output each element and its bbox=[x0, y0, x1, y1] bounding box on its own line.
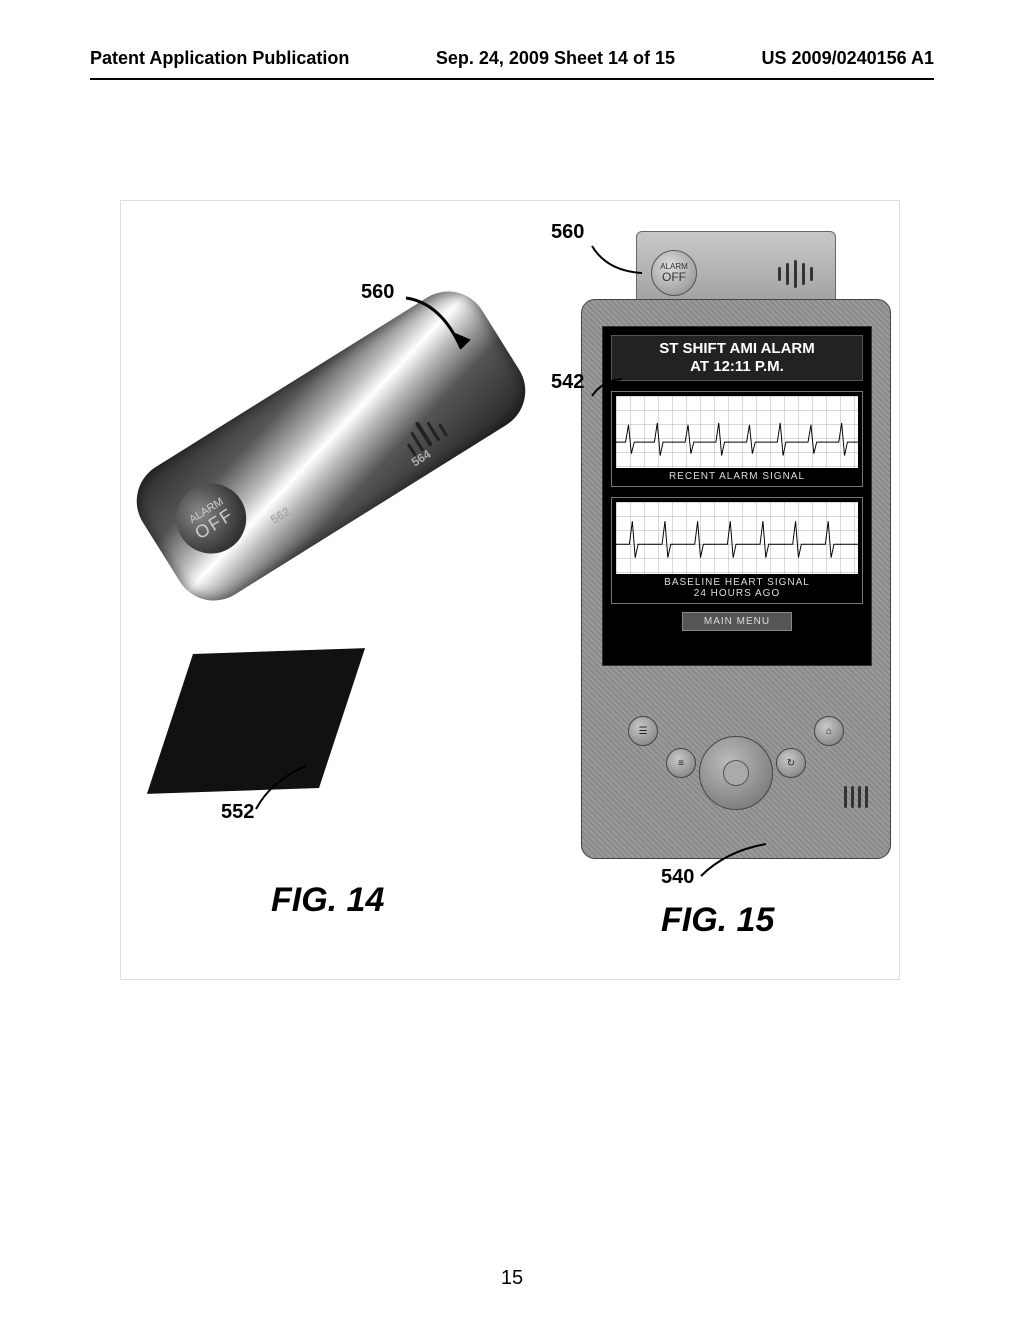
ref-560-fig14: 560 bbox=[361, 281, 394, 304]
ecg-baseline-label-l1: BASELINE HEART SIGNAL bbox=[616, 577, 858, 588]
page-header: Patent Application Publication Sep. 24, … bbox=[0, 48, 1024, 69]
alarm-off-button[interactable]: ALARM OFF bbox=[163, 470, 259, 566]
main-menu-button[interactable]: MAIN MENU bbox=[682, 612, 792, 631]
dpad-button[interactable] bbox=[699, 736, 773, 810]
alarm-title-line1: ST SHIFT AMI ALARM bbox=[614, 340, 860, 358]
ref-562: 562 bbox=[268, 504, 292, 526]
soft-button-4[interactable]: ⌂ bbox=[814, 716, 844, 746]
pda-body: ST SHIFT AMI ALARM AT 12:11 P.M. RECENT … bbox=[581, 299, 891, 859]
soft-button-3[interactable]: ↻ bbox=[776, 748, 806, 778]
fig15-caption: FIG. 15 bbox=[661, 901, 774, 940]
header-rule bbox=[90, 78, 934, 80]
header-center: Sep. 24, 2009 Sheet 14 of 15 bbox=[436, 48, 675, 69]
page-number: 15 bbox=[0, 1267, 1024, 1290]
pager-speaker-icon bbox=[778, 260, 813, 288]
leader-line-542 bbox=[587, 376, 627, 406]
header-right: US 2009/0240156 A1 bbox=[762, 48, 934, 69]
ecg-recent-path bbox=[616, 423, 858, 456]
pager-alarm-off-button[interactable]: ALARM OFF bbox=[651, 250, 697, 296]
leader-line-552 bbox=[251, 761, 321, 811]
ecg-baseline-label-l2: 24 HOURS AGO bbox=[616, 588, 858, 599]
fig15-device-pda: ALARM OFF ST SHIFT AMI ALARM AT 12:11 P.… bbox=[581, 231, 891, 871]
alarm-title-line2: AT 12:11 P.M. bbox=[614, 358, 860, 376]
ref-540: 540 bbox=[661, 866, 694, 889]
ref-560-fig15: 560 bbox=[551, 221, 584, 244]
fig14-caption: FIG. 14 bbox=[271, 881, 384, 920]
leader-arrow-icon bbox=[401, 293, 481, 373]
ecg-recent-chart bbox=[616, 396, 858, 468]
pda-controls: ☰ ≡ ↻ ⌂ bbox=[582, 688, 890, 858]
ecg-recent-label: RECENT ALARM SIGNAL bbox=[616, 471, 858, 482]
figure-area: ALARM OFF 562 564 560 552 FIG. 14 ALARM … bbox=[120, 200, 900, 980]
pager-alarm-line2: OFF bbox=[662, 271, 686, 283]
leader-line-540 bbox=[696, 841, 776, 881]
ref-542: 542 bbox=[551, 371, 584, 394]
ecg-baseline-box: BASELINE HEART SIGNAL 24 HOURS AGO bbox=[611, 497, 863, 604]
ecg-baseline-path bbox=[616, 521, 858, 557]
soft-button-1[interactable]: ☰ bbox=[628, 716, 658, 746]
leader-line-560b bbox=[587, 241, 647, 281]
fig14-device-pager: ALARM OFF 562 564 bbox=[121, 331, 551, 851]
ecg-recent-box: RECENT ALARM SIGNAL bbox=[611, 391, 863, 487]
pda-speaker-icon bbox=[844, 786, 868, 808]
alarm-title: ST SHIFT AMI ALARM AT 12:11 P.M. bbox=[611, 335, 863, 381]
ecg-baseline-chart bbox=[616, 502, 858, 574]
pda-screen: ST SHIFT AMI ALARM AT 12:11 P.M. RECENT … bbox=[602, 326, 872, 666]
ref-552: 552 bbox=[221, 801, 254, 824]
soft-button-2[interactable]: ≡ bbox=[666, 748, 696, 778]
header-left: Patent Application Publication bbox=[90, 48, 349, 69]
